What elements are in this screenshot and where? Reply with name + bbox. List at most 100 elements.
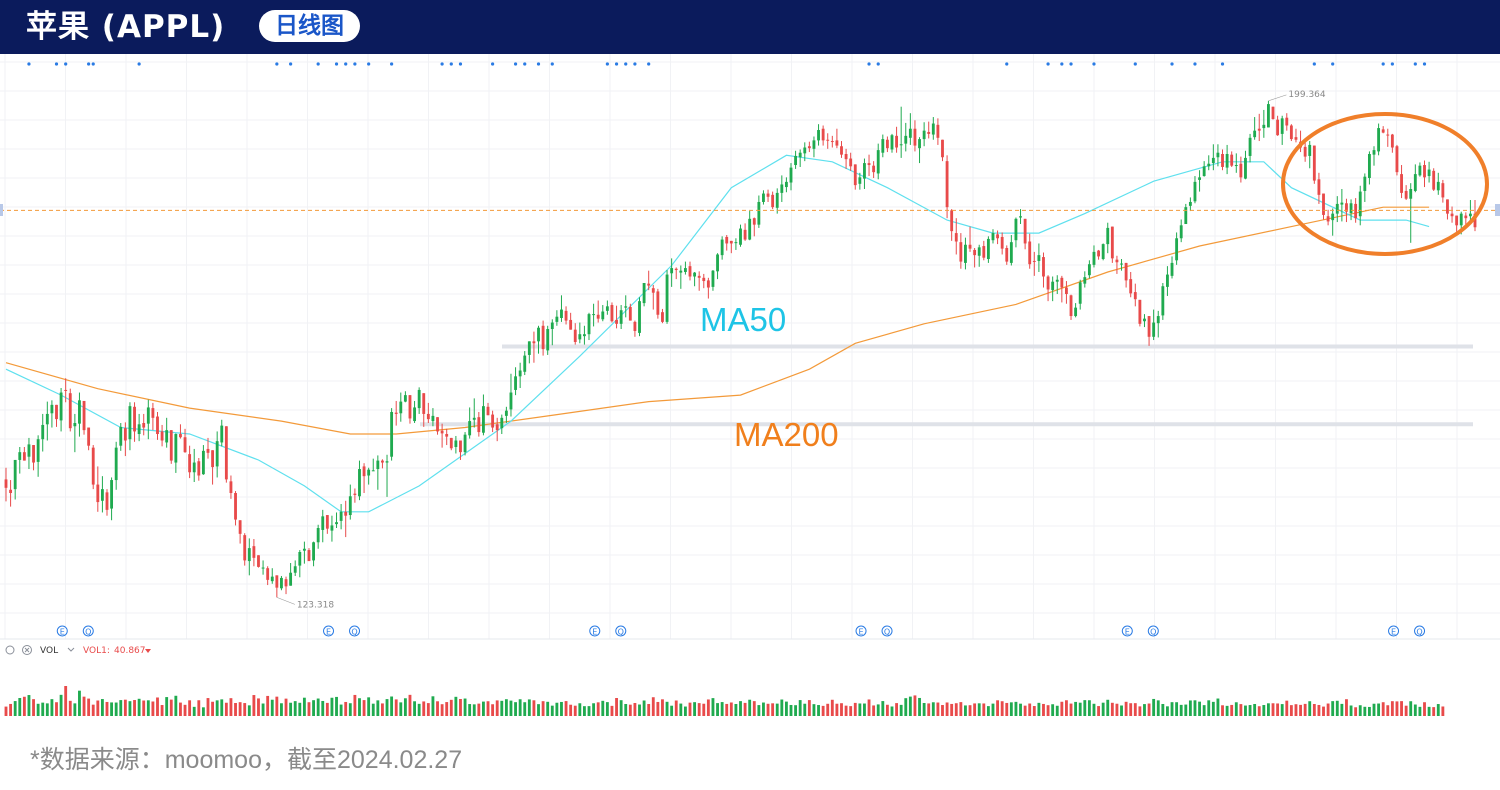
volume-bar — [1110, 702, 1114, 716]
volume-bar — [362, 700, 366, 716]
candle-body — [1326, 216, 1330, 222]
candle-body — [1042, 257, 1045, 277]
volume-bar — [683, 706, 687, 716]
candle-body — [289, 572, 293, 586]
candle-body — [413, 407, 416, 422]
volume-bar — [82, 696, 86, 716]
earnings-marker-icon[interactable] — [855, 625, 867, 637]
candle-body — [495, 424, 499, 431]
volume-bar — [1202, 705, 1206, 716]
earnings-marker-icon[interactable] — [1147, 625, 1159, 637]
candle-body — [151, 408, 155, 418]
candle-body — [1211, 157, 1215, 164]
settings-icon[interactable] — [5, 645, 15, 655]
volume-bar — [679, 703, 683, 716]
low-price-leader — [276, 597, 295, 605]
candle-body — [422, 393, 426, 414]
candle-body — [1230, 154, 1234, 166]
candle-body — [679, 270, 683, 273]
candle-body — [720, 239, 724, 256]
candle-body — [628, 306, 632, 321]
volume-bar — [780, 699, 784, 716]
volume-bar — [1390, 701, 1394, 716]
volume-bar — [50, 699, 54, 716]
earnings-marker-icon[interactable] — [82, 625, 94, 637]
candle-body — [1179, 225, 1183, 239]
candle-body — [977, 247, 981, 256]
event-dot — [523, 62, 527, 66]
earnings-marker-icon[interactable] — [349, 625, 361, 637]
price-axis-marker-right — [1495, 204, 1500, 216]
volume-bar — [546, 701, 550, 716]
volume-bar — [1221, 705, 1224, 716]
candle-body — [670, 268, 674, 274]
candle-body — [367, 469, 371, 476]
volume-bar — [702, 703, 706, 716]
volume-bar — [9, 703, 13, 716]
chevron-down-icon[interactable] — [67, 647, 75, 652]
volume-bar — [1234, 702, 1238, 716]
earnings-marker-icon[interactable] — [881, 625, 893, 637]
volume-bar — [197, 700, 201, 716]
candle-body — [711, 270, 715, 287]
earnings-marker-icon[interactable] — [589, 625, 601, 637]
event-dot — [1060, 62, 1064, 66]
volume-bar — [582, 706, 586, 716]
volume-bar — [1239, 704, 1243, 716]
volume-bar — [537, 704, 540, 716]
candle-body — [215, 441, 219, 467]
earnings-marker-icon[interactable] — [56, 625, 68, 637]
volume-bar — [1432, 707, 1436, 716]
volume-bar — [1198, 701, 1201, 716]
volume-bar — [381, 703, 384, 716]
volume-bar — [899, 704, 903, 716]
earnings-marker-icon[interactable] — [323, 625, 335, 637]
volume-bar — [500, 700, 504, 716]
event-dot — [54, 62, 59, 66]
candle-body — [50, 404, 54, 414]
volume-bar — [986, 706, 990, 716]
candle-body — [376, 460, 380, 470]
candle-body — [266, 568, 270, 580]
candle-body — [247, 548, 251, 562]
volume-bar — [312, 700, 315, 716]
event-dot — [390, 62, 394, 66]
candle-body — [1106, 227, 1110, 245]
volume-bar — [1051, 704, 1055, 716]
volume-bar — [959, 702, 963, 716]
earnings-marker-icon[interactable] — [1121, 625, 1133, 637]
volume-bar — [624, 703, 628, 716]
candle-body — [991, 233, 995, 241]
candle-body — [1069, 295, 1073, 317]
candle-body — [399, 401, 403, 414]
earnings-marker-icon[interactable] — [1388, 625, 1400, 637]
volume-bar — [748, 699, 752, 716]
event-dot — [1422, 62, 1427, 66]
candle-body — [945, 161, 949, 208]
candle-body — [532, 341, 536, 344]
volume-bar — [459, 698, 462, 716]
candle-body — [1221, 154, 1224, 167]
volume-bar — [289, 702, 293, 716]
candle-body — [105, 492, 109, 510]
candle-body — [1120, 263, 1123, 265]
volume-bar — [885, 704, 889, 716]
close-icon[interactable] — [22, 645, 32, 655]
candle-body — [1143, 318, 1146, 322]
candle-body — [275, 575, 279, 588]
event-dot — [647, 62, 651, 66]
volume-bar — [32, 699, 35, 716]
volume-bar — [454, 696, 458, 716]
earnings-marker-icon[interactable] — [1414, 625, 1426, 637]
volume-bar — [417, 703, 421, 716]
candle-body — [1000, 236, 1004, 249]
candle-body — [1253, 130, 1257, 138]
interval-badge[interactable]: 日线图 — [259, 10, 360, 42]
candle-body — [904, 135, 908, 144]
volume-bar — [339, 704, 343, 716]
earnings-marker-icon[interactable] — [615, 625, 627, 637]
volume-bar — [165, 697, 169, 716]
highlight-ellipse — [1281, 112, 1489, 256]
candle-body — [817, 130, 820, 141]
